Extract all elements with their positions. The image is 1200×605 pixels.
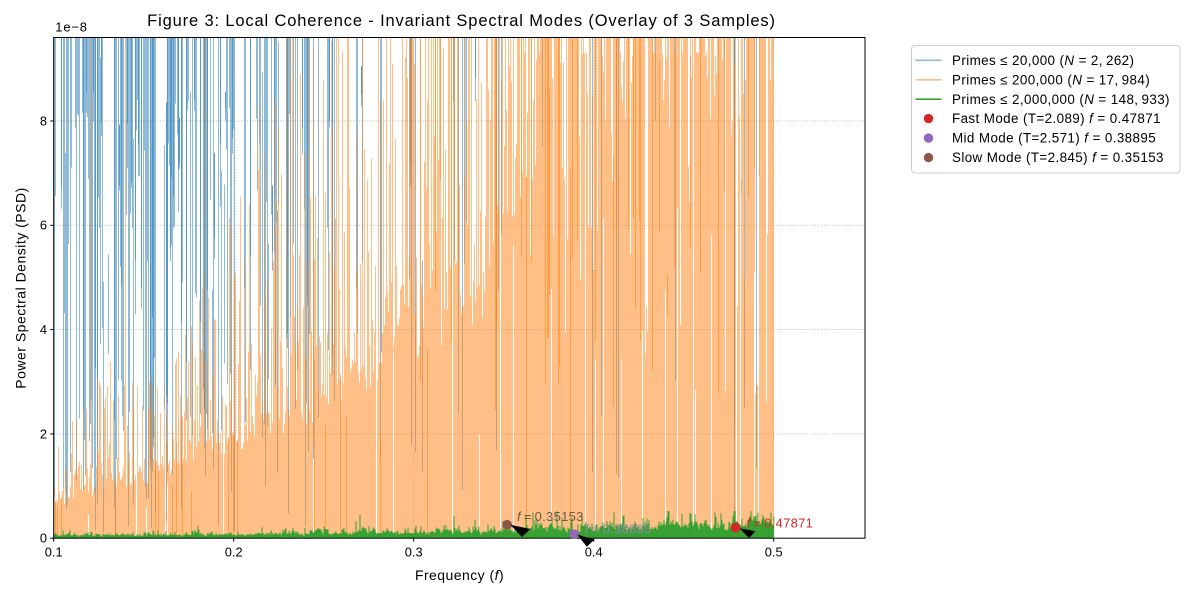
svg-text:2: 2: [40, 426, 47, 441]
svg-text:Figure 3: Local Coherence - In: Figure 3: Local Coherence - Invariant Sp…: [147, 12, 776, 30]
svg-text:6: 6: [40, 218, 47, 233]
svg-text:Primes ≤ 200,000 (N = 17, 984): Primes ≤ 200,000 (N = 17, 984): [952, 72, 1150, 87]
svg-text:Primes ≤ 2,000,000 (N = 148, 9: Primes ≤ 2,000,000 (N = 148, 933): [952, 92, 1170, 107]
svg-text:0.4: 0.4: [585, 545, 603, 560]
svg-text:Slow Mode (T=2.845) f = 0.3515: Slow Mode (T=2.845) f = 0.35153: [952, 150, 1164, 165]
svg-text:0.5: 0.5: [765, 545, 783, 560]
svg-text:0: 0: [40, 531, 47, 546]
svg-text:Power Spectral Density (PSD): Power Spectral Density (PSD): [13, 187, 29, 389]
svg-text:f = 0.38895: f = 0.38895: [585, 521, 652, 536]
svg-text:0.3: 0.3: [405, 545, 423, 560]
svg-text:f = 0.47871: f = 0.47871: [747, 515, 814, 530]
svg-text:f = 0.35153: f = 0.35153: [517, 509, 584, 524]
svg-text:Fast Mode (T=2.089) f = 0.4787: Fast Mode (T=2.089) f = 0.47871: [952, 111, 1161, 126]
svg-text:Mid Mode (T=2.571) f = 0.38895: Mid Mode (T=2.571) f = 0.38895: [952, 131, 1156, 146]
svg-text:Primes ≤ 20,000 (N = 2, 262): Primes ≤ 20,000 (N = 2, 262): [952, 53, 1134, 68]
svg-text:1e−8: 1e−8: [55, 19, 87, 34]
svg-text:4: 4: [40, 322, 47, 337]
svg-text:8: 8: [40, 113, 47, 128]
svg-text:0.1: 0.1: [45, 545, 63, 560]
svg-text:0.2: 0.2: [225, 545, 243, 560]
svg-text:Frequency (f): Frequency (f): [415, 567, 504, 583]
